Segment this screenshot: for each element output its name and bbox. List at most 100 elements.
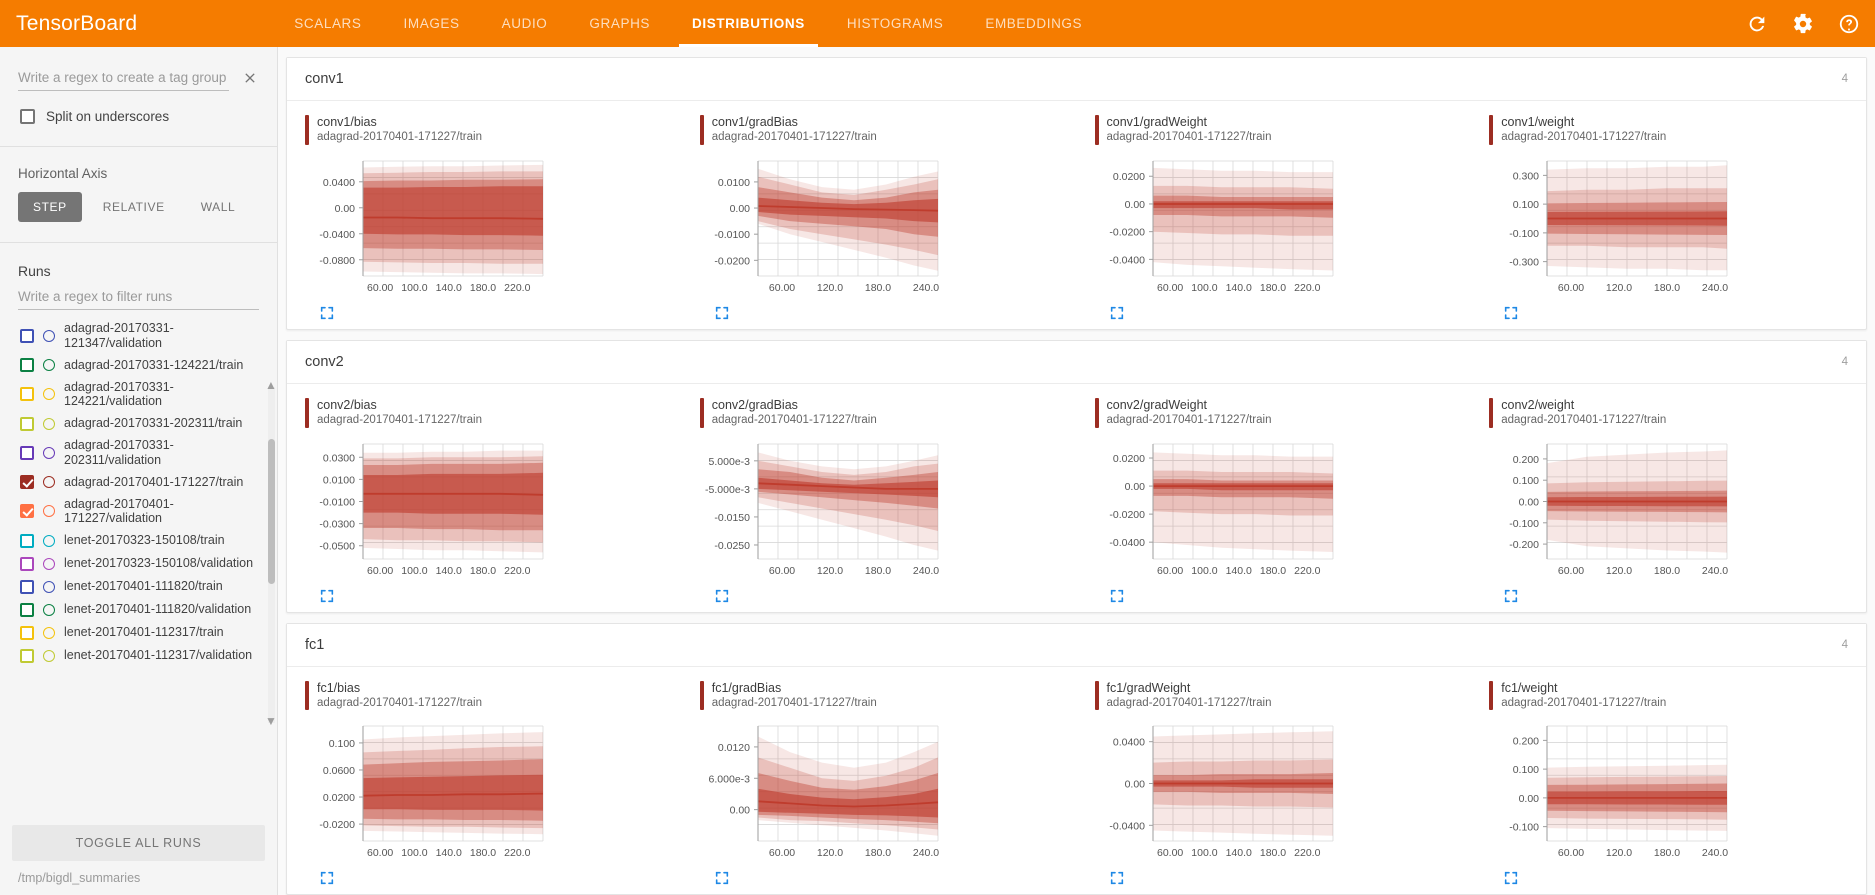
distribution-plot[interactable]: 0.0400 0.00 -0.0400 -0.0800 60.00 100.0 140.0 1… — [305, 151, 668, 303]
run-item[interactable]: lenet-20170401-112317/train — [0, 621, 275, 644]
svg-text:-5.000e-3: -5.000e-3 — [705, 483, 750, 495]
tab-scalars[interactable]: SCALARS — [294, 16, 362, 31]
tag-group-header[interactable]: conv1 4 — [287, 58, 1866, 101]
expand-icon[interactable] — [319, 305, 335, 321]
distribution-plot[interactable]: 0.0120 6.000e-3 0.00 60.00 120.0 180.0 240.0 — [700, 716, 1063, 868]
run-checkbox[interactable] — [20, 504, 34, 519]
axis-option-wall[interactable]: WALL — [186, 192, 251, 222]
svg-text:-0.0300: -0.0300 — [319, 518, 355, 530]
refresh-icon[interactable] — [1745, 12, 1769, 36]
run-checkbox[interactable] — [20, 579, 34, 594]
tab-audio[interactable]: AUDIO — [501, 16, 548, 31]
run-name: adagrad-20170331-124221/train — [64, 357, 244, 372]
run-checkbox[interactable] — [20, 328, 34, 343]
run-checkbox[interactable] — [20, 387, 34, 402]
close-icon[interactable] — [239, 69, 261, 91]
run-item[interactable]: adagrad-20170331-121347/validation — [0, 318, 275, 354]
tab-graphs[interactable]: GRAPHS — [589, 16, 651, 31]
expand-icon[interactable] — [1109, 588, 1125, 604]
chart-run-label: adagrad-20170401-171227/train — [1501, 413, 1667, 426]
chart-tag-label: fc1/bias — [317, 680, 361, 695]
tab-images[interactable]: IMAGES — [403, 16, 460, 31]
svg-text:60.00: 60.00 — [1558, 847, 1584, 859]
svg-text:120.0: 120.0 — [1606, 282, 1632, 294]
runs-filter-input[interactable] — [18, 285, 259, 310]
run-item[interactable]: adagrad-20170331-124221/train — [0, 354, 275, 377]
scroll-up-icon[interactable]: ▲ — [265, 378, 277, 392]
tag-group-input[interactable] — [18, 67, 229, 91]
run-item[interactable]: adagrad-20170331-202311/validation — [0, 435, 275, 471]
expand-icon[interactable] — [714, 305, 730, 321]
run-checkbox[interactable] — [20, 648, 34, 663]
split-on-underscores-checkbox[interactable] — [20, 109, 35, 124]
run-checkbox[interactable] — [20, 475, 34, 489]
run-item[interactable]: adagrad-20170331-124221/validation — [0, 377, 275, 413]
run-checkbox[interactable] — [20, 358, 34, 372]
distribution-plot[interactable]: 0.0200 0.00 -0.0200 -0.0400 60.00 100.0 140.0 1… — [1095, 151, 1458, 303]
run-item[interactable]: adagrad-20170401-171227/validation — [0, 494, 275, 530]
svg-text:0.00: 0.00 — [729, 203, 750, 215]
chart-tag-label: conv1/gradBias — [711, 115, 798, 129]
svg-text:240.0: 240.0 — [913, 847, 939, 859]
run-name: lenet-20170323-150108/validation — [64, 556, 254, 571]
expand-icon[interactable] — [714, 588, 730, 604]
distribution-plot[interactable]: 0.100 0.0600 0.0200 -0.0200 60.00 100.0 140.0 1… — [305, 716, 668, 868]
expand-icon[interactable] — [319, 870, 335, 886]
run-checkbox[interactable] — [20, 602, 34, 617]
run-item[interactable]: lenet-20170401-111820/validation — [0, 598, 275, 621]
expand-icon[interactable] — [714, 870, 730, 886]
run-checkbox[interactable] — [20, 556, 34, 571]
run-item[interactable]: adagrad-20170331-202311/train — [0, 412, 275, 435]
svg-text:180.0: 180.0 — [865, 565, 891, 577]
expand-icon[interactable] — [1503, 870, 1519, 886]
svg-text:140.0: 140.0 — [1225, 565, 1251, 577]
distribution-plot[interactable]: 5.000e-3 -5.000e-3 -0.0150 -0.0250 60.00 120.… — [700, 434, 1063, 586]
svg-text:100.0: 100.0 — [1191, 847, 1217, 859]
run-checkbox[interactable] — [20, 445, 34, 460]
tag-group-header[interactable]: conv2 4 — [287, 340, 1866, 384]
help-icon[interactable] — [1837, 12, 1861, 36]
tab-distributions[interactable]: DISTRIBUTIONS — [671, 0, 826, 47]
distribution-plot[interactable]: 0.0100 0.00 -0.0100 -0.0200 60.00 120.0 180.0 2… — [700, 151, 1063, 303]
svg-text:0.0100: 0.0100 — [323, 474, 355, 486]
expand-icon[interactable] — [319, 588, 335, 604]
tab-embeddings[interactable]: EMBEDDINGS — [985, 16, 1083, 31]
axis-option-step[interactable]: STEP — [18, 192, 82, 222]
distribution-plot[interactable]: 0.0200 0.00 -0.0200 -0.0400 60.00 100.0 140.0 1… — [1095, 434, 1458, 586]
run-checkbox[interactable] — [20, 625, 34, 640]
svg-text:60.00: 60.00 — [1157, 847, 1183, 859]
svg-text:-0.0400: -0.0400 — [1109, 537, 1145, 549]
run-list-scrollbar-thumb[interactable] — [268, 439, 275, 584]
distribution-plot[interactable]: 0.200 0.100 0.00 -0.100 -0.200 60.00 120.0 180.… — [1489, 434, 1852, 586]
toggle-all-runs-button[interactable]: TOGGLE ALL RUNS — [12, 825, 265, 861]
run-checkbox[interactable] — [20, 533, 34, 548]
distribution-plot[interactable]: 0.0400 0.00 -0.0400 60.00 100.0 140.0 180.0 220… — [1095, 716, 1458, 868]
svg-text:0.00: 0.00 — [1124, 779, 1145, 791]
distribution-plot[interactable]: 0.200 0.100 0.00 -0.100 60.00 120.0 180.0 240.0 — [1489, 716, 1852, 868]
expand-icon[interactable] — [1503, 588, 1519, 604]
svg-text:220.0: 220.0 — [1294, 565, 1320, 577]
run-item[interactable]: adagrad-20170401-171227/train — [0, 471, 275, 494]
chart-cell: conv1/gradBias adagrad-20170401-171227/t… — [682, 115, 1077, 321]
scroll-down-icon[interactable]: ▼ — [265, 714, 277, 728]
run-color-dot — [43, 505, 55, 518]
run-item[interactable]: lenet-20170401-111820/train — [0, 575, 275, 598]
axis-option-relative[interactable]: RELATIVE — [88, 192, 180, 222]
distribution-plot[interactable]: 0.0300 0.0100 -0.0100 -0.0300 -0.0500 60.00 10… — [305, 434, 668, 586]
tag-group-header[interactable]: fc1 4 — [287, 623, 1866, 667]
run-checkbox[interactable] — [20, 416, 34, 431]
svg-text:0.00: 0.00 — [729, 805, 750, 817]
expand-icon[interactable] — [1109, 305, 1125, 321]
dashboard-content[interactable]: conv1 4 conv1/bias adagrad-20170401-17122… — [278, 47, 1875, 895]
split-on-underscores-row[interactable]: Split on underscores — [0, 91, 277, 124]
distribution-plot[interactable]: 0.300 0.100 -0.100 -0.300 60.00 120.0 180.0 240… — [1489, 151, 1852, 303]
run-item[interactable]: lenet-20170323-150108/validation — [0, 552, 275, 575]
run-color-dot — [43, 476, 55, 488]
settings-icon[interactable] — [1791, 12, 1815, 36]
run-item[interactable]: lenet-20170401-112317/validation — [0, 644, 275, 667]
tab-histograms[interactable]: HISTOGRAMS — [846, 16, 944, 31]
expand-icon[interactable] — [1109, 870, 1125, 886]
expand-icon[interactable] — [1503, 305, 1519, 321]
run-list[interactable]: adagrad-20170331-121347/validation adagra… — [0, 318, 277, 819]
run-item[interactable]: lenet-20170323-150108/train — [0, 529, 275, 552]
